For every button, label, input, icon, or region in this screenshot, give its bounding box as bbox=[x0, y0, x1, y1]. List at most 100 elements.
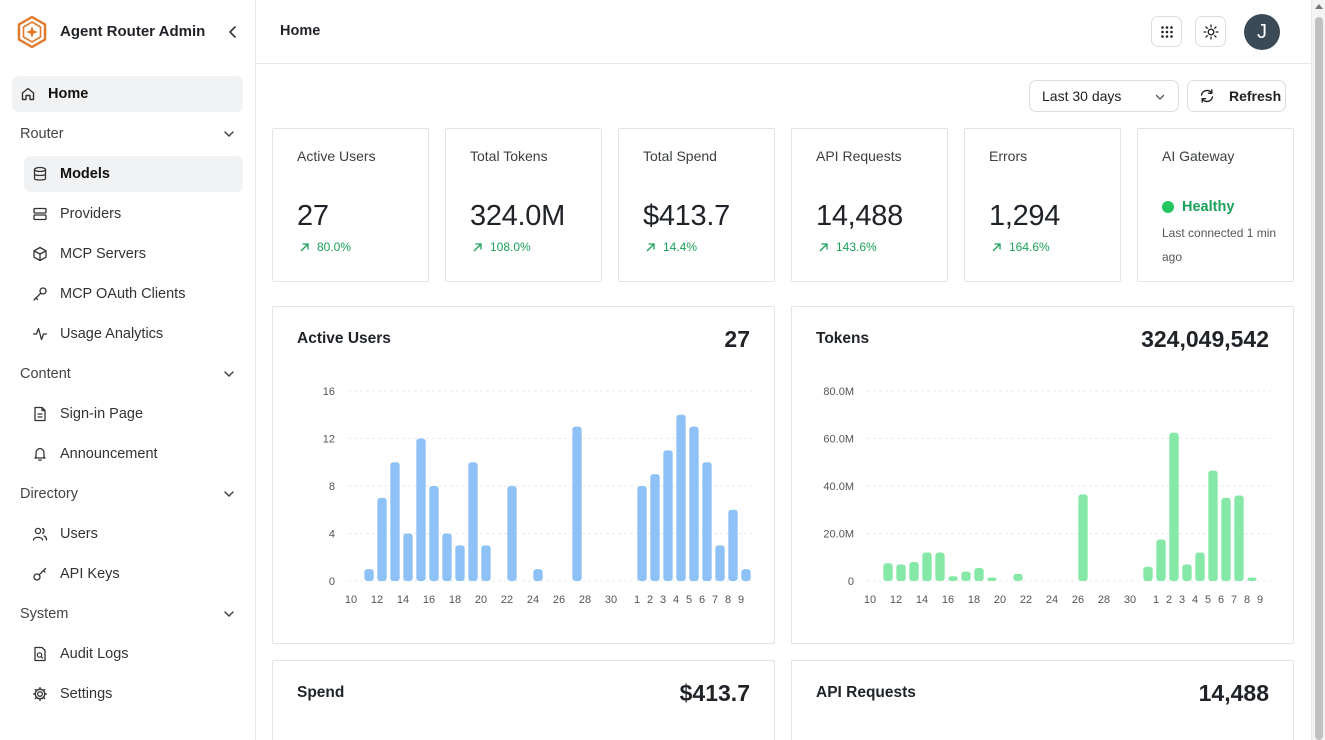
activity-icon bbox=[32, 327, 48, 341]
bar[interactable] bbox=[741, 569, 751, 581]
sidebar-item-label: Audit Logs bbox=[60, 646, 129, 662]
sidebar-item-users[interactable]: Users bbox=[24, 516, 243, 552]
sidebar-item-settings[interactable]: Settings bbox=[24, 676, 243, 712]
bar[interactable] bbox=[702, 462, 712, 581]
sidebar-item-label: MCP OAuth Clients bbox=[60, 286, 186, 302]
bar[interactable] bbox=[650, 474, 660, 581]
sidebar-item-mcp-servers[interactable]: MCP Servers bbox=[24, 236, 243, 272]
sidebar-item-announcement[interactable]: Announcement bbox=[24, 436, 243, 472]
refresh-icon bbox=[1200, 89, 1214, 103]
bar[interactable] bbox=[1234, 495, 1244, 582]
trend-up-icon bbox=[300, 242, 309, 251]
sidebar-item-mcp-oauth-clients[interactable]: MCP OAuth Clients bbox=[24, 276, 243, 312]
sidebar-item-models[interactable]: Models bbox=[24, 156, 243, 192]
date-range-select[interactable]: Last 30 days bbox=[1029, 80, 1179, 112]
bar[interactable] bbox=[1013, 573, 1023, 581]
chart-card-active-users: Active Users 27 0 4 8 12 16 10 12 14 16 18 20 22 24 2… bbox=[272, 306, 775, 644]
bar[interactable] bbox=[572, 426, 582, 581]
stat-card-total-tokens: Total Tokens 324.0M 108.0% bbox=[445, 128, 602, 282]
x-tick-label: 20 bbox=[475, 594, 487, 606]
stat-label: API Requests bbox=[816, 148, 902, 164]
bar[interactable] bbox=[935, 552, 945, 582]
apps-button[interactable] bbox=[1151, 16, 1182, 47]
sidebar-section-content[interactable]: Content bbox=[20, 362, 236, 386]
x-tick-label: 3 bbox=[1179, 594, 1185, 606]
refresh-button[interactable]: Refresh bbox=[1187, 80, 1286, 112]
bar[interactable] bbox=[987, 577, 997, 581]
refresh-label: Refresh bbox=[1229, 88, 1282, 104]
chart-title: Spend bbox=[297, 684, 345, 701]
chart-card-spend: Spend $413.7 bbox=[272, 660, 775, 740]
stat-card-ai-gateway: AI Gateway Healthy Last connected 1 min … bbox=[1137, 128, 1294, 282]
x-tick-label: 24 bbox=[527, 594, 539, 606]
sidebar-section-directory[interactable]: Directory bbox=[20, 482, 236, 506]
bar[interactable] bbox=[961, 571, 971, 582]
scrollbar-thumb[interactable] bbox=[1315, 17, 1323, 740]
bar[interactable] bbox=[377, 497, 387, 581]
sidebar-section-router[interactable]: Router bbox=[20, 122, 236, 146]
bar[interactable] bbox=[728, 509, 738, 581]
x-tick-label: 22 bbox=[501, 594, 513, 606]
bar[interactable] bbox=[429, 486, 439, 581]
bar[interactable] bbox=[403, 533, 413, 582]
scroll-up-arrow[interactable] bbox=[1315, 4, 1323, 9]
bar[interactable] bbox=[390, 462, 400, 581]
chart-card-tokens: Tokens 324,049,542 0 20.0M 40.0M 60.0M 80.0M… bbox=[791, 306, 1294, 644]
scrollbar[interactable] bbox=[1311, 0, 1325, 740]
bar[interactable] bbox=[364, 569, 374, 581]
y-tick-label: 12 bbox=[323, 434, 335, 446]
avatar[interactable]: J bbox=[1244, 14, 1280, 50]
bar[interactable] bbox=[948, 576, 958, 581]
bar[interactable] bbox=[676, 414, 686, 581]
x-tick-label: 14 bbox=[397, 594, 409, 606]
sidebar-item-api-keys[interactable]: API Keys bbox=[24, 556, 243, 592]
bar[interactable] bbox=[689, 426, 699, 581]
stat-delta-value: 108.0% bbox=[490, 240, 531, 254]
stat-delta-value: 80.0% bbox=[317, 240, 352, 254]
bar[interactable] bbox=[533, 569, 543, 581]
sidebar-item-audit-logs[interactable]: Audit Logs bbox=[24, 636, 243, 672]
sidebar-item-providers[interactable]: Providers bbox=[24, 196, 243, 232]
bar[interactable] bbox=[1169, 432, 1179, 581]
bar[interactable] bbox=[715, 545, 725, 581]
logo-icon bbox=[17, 16, 47, 48]
x-tick-label: 22 bbox=[1020, 594, 1032, 606]
bar[interactable] bbox=[1221, 497, 1231, 581]
bar[interactable] bbox=[455, 545, 465, 581]
bar[interactable] bbox=[974, 567, 984, 581]
bar[interactable] bbox=[507, 486, 517, 581]
breadcrumb[interactable]: Home bbox=[280, 23, 321, 39]
bar[interactable] bbox=[1156, 539, 1166, 581]
bar[interactable] bbox=[883, 563, 893, 581]
x-tick-label: 2 bbox=[647, 594, 653, 606]
bar[interactable] bbox=[663, 450, 673, 581]
bar[interactable] bbox=[1208, 470, 1218, 581]
bar[interactable] bbox=[468, 462, 478, 581]
sidebar-item-label: Providers bbox=[60, 206, 122, 222]
bar[interactable] bbox=[416, 438, 426, 582]
collapse-sidebar-icon[interactable] bbox=[226, 24, 240, 40]
sidebar-item-sign-in-page[interactable]: Sign-in Page bbox=[24, 396, 243, 432]
x-tick-label: 12 bbox=[371, 594, 383, 606]
topbar: Home J bbox=[256, 0, 1311, 64]
bar[interactable] bbox=[481, 545, 491, 581]
sidebar-section-system[interactable]: System bbox=[20, 602, 236, 626]
chart-total: 14,488 bbox=[1198, 680, 1269, 706]
bar[interactable] bbox=[922, 552, 932, 582]
trend-up-icon bbox=[992, 242, 1001, 251]
chevron-down-icon bbox=[224, 131, 234, 138]
sidebar-item-home[interactable]: Home bbox=[12, 76, 243, 112]
theme-toggle-button[interactable] bbox=[1195, 16, 1226, 47]
bar[interactable] bbox=[1078, 494, 1088, 581]
x-tick-label: 18 bbox=[968, 594, 980, 606]
bar[interactable] bbox=[442, 533, 452, 582]
bar[interactable] bbox=[909, 562, 919, 581]
bar[interactable] bbox=[896, 564, 906, 581]
sidebar-item-usage-analytics[interactable]: Usage Analytics bbox=[24, 316, 243, 352]
chart-total: 324,049,542 bbox=[1141, 326, 1269, 352]
bar[interactable] bbox=[1247, 577, 1257, 581]
bar[interactable] bbox=[1182, 564, 1192, 581]
bar[interactable] bbox=[1195, 552, 1205, 582]
bar[interactable] bbox=[1143, 566, 1153, 581]
bar[interactable] bbox=[637, 486, 647, 581]
